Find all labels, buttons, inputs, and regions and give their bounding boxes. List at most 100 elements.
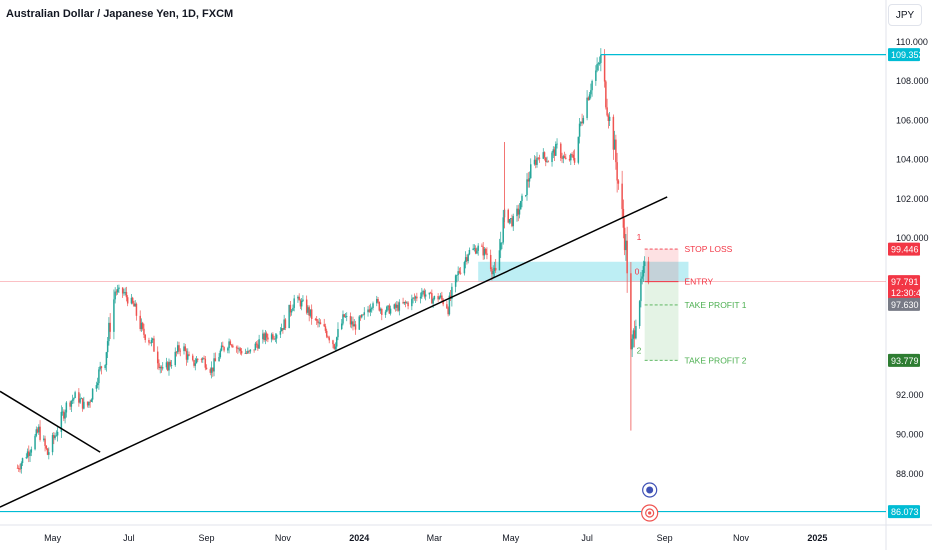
candle-body xyxy=(106,341,109,353)
candle-body xyxy=(344,316,347,318)
candle-body xyxy=(19,468,21,470)
candle-body xyxy=(526,179,528,196)
candle-body xyxy=(335,337,338,347)
candle-body xyxy=(606,107,608,116)
candle-body xyxy=(555,144,557,156)
currency-button[interactable]: JPY xyxy=(888,4,922,26)
candle-body xyxy=(91,388,94,400)
candle-body xyxy=(403,301,406,304)
candle-body xyxy=(205,367,208,370)
candle-body xyxy=(29,452,31,456)
price-tick-label: 92.000 xyxy=(896,390,924,400)
candle-body xyxy=(595,70,597,81)
candle-body xyxy=(388,305,391,314)
price-badge-label: 109.353 xyxy=(891,50,924,60)
candle-body xyxy=(519,201,522,210)
candle-body xyxy=(572,154,575,158)
candle-body xyxy=(44,438,46,446)
price-axis[interactable]: 110.000 108.000 106.000 104.000 102.000 100.0… xyxy=(888,37,929,519)
take-profit-zone xyxy=(644,281,679,361)
candle-body xyxy=(596,64,598,71)
candle-body xyxy=(28,451,30,456)
candle-body xyxy=(588,94,591,100)
candle-body xyxy=(71,399,74,401)
candle-body xyxy=(248,350,250,352)
candle-body xyxy=(582,118,585,124)
candle-body xyxy=(499,242,502,251)
candle-body xyxy=(188,354,190,356)
candle-body xyxy=(372,303,374,308)
candle-body xyxy=(622,208,625,228)
candle-body xyxy=(113,299,115,332)
candle-body xyxy=(69,402,71,407)
candle-body xyxy=(26,451,29,458)
price-badge-countdown: 12:30:40 xyxy=(891,288,926,298)
candle-body xyxy=(386,306,388,312)
candle-body xyxy=(160,367,163,369)
candle-body xyxy=(600,54,602,63)
candle-body xyxy=(86,401,89,406)
candle-body xyxy=(270,334,273,340)
candle-body xyxy=(116,289,119,293)
candle-body xyxy=(194,363,197,366)
candle-body xyxy=(473,248,476,250)
candle-body xyxy=(406,302,408,304)
time-tick-label: Sep xyxy=(657,533,673,543)
event-markers[interactable] xyxy=(641,482,659,522)
candle-body xyxy=(432,299,434,304)
candle-body xyxy=(299,300,302,307)
support-zone xyxy=(478,261,689,282)
candle-body xyxy=(573,157,576,163)
candle-body xyxy=(61,411,64,413)
candle-body xyxy=(227,348,229,351)
price-tick-label: 102.000 xyxy=(896,194,929,204)
time-axis[interactable]: May Jul Sep Nov 2024 Mar May Jul Sep Nov 2025 xyxy=(44,533,827,543)
annotations: STOP LOSS ENTRY TAKE PROFIT 1 TAKE PROFIT 2… xyxy=(0,54,886,513)
trade-zones xyxy=(0,249,886,361)
price-badge xyxy=(888,48,920,62)
stop-loss-label: STOP LOSS xyxy=(684,244,732,254)
candle-body xyxy=(264,333,267,341)
candle-body xyxy=(402,302,404,304)
candle-body xyxy=(345,316,348,317)
candle-body xyxy=(424,294,427,297)
candle-body xyxy=(195,358,198,364)
price-tick-label: 106.000 xyxy=(896,115,929,125)
candle-body xyxy=(359,316,362,318)
candle-body xyxy=(56,431,59,436)
price-badge xyxy=(888,505,920,519)
candle-body xyxy=(463,262,466,274)
candle-body xyxy=(70,400,73,407)
candle-body xyxy=(467,254,469,262)
candle-body xyxy=(422,290,424,293)
candle-body xyxy=(255,343,258,345)
candle-body xyxy=(310,309,313,319)
candle-body xyxy=(394,304,397,308)
candle-body xyxy=(517,208,519,215)
candle-body xyxy=(253,349,255,351)
candle-body xyxy=(613,139,616,150)
candle-body xyxy=(232,345,234,348)
candle-body xyxy=(288,304,290,329)
candle-body xyxy=(493,267,496,272)
candle-body xyxy=(587,97,590,100)
candle-body xyxy=(354,324,357,330)
candle-body xyxy=(324,326,327,331)
candle-body xyxy=(369,308,372,312)
candle-body xyxy=(213,358,215,372)
candle-body xyxy=(302,299,304,301)
candle-body xyxy=(35,429,38,436)
candle-body xyxy=(149,342,151,344)
trendline xyxy=(0,390,101,453)
price-tick-label: 104.000 xyxy=(896,155,929,165)
candle-body xyxy=(457,271,459,276)
candle-body xyxy=(508,219,511,223)
candle-body xyxy=(527,179,530,182)
candle-body xyxy=(387,305,389,307)
candle-body xyxy=(352,321,354,327)
candle-body xyxy=(319,322,322,325)
candle-body xyxy=(161,367,164,369)
stop-loss-marker: 1 xyxy=(637,232,642,242)
candle-body xyxy=(219,350,222,358)
